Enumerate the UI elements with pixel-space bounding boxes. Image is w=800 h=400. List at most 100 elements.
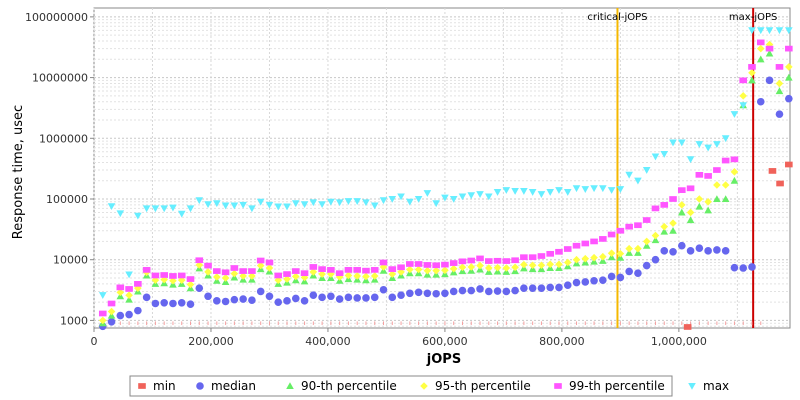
data-point-99-th-percentile	[555, 248, 563, 255]
data-point-95-th-percentile	[169, 276, 177, 285]
data-point-95-th-percentile	[423, 266, 432, 275]
data-point-max	[414, 195, 423, 203]
data-point-max	[563, 189, 572, 196]
data-point-max	[248, 205, 256, 213]
data-point-99-th-percentile	[221, 269, 230, 276]
data-point-max	[669, 139, 677, 147]
data-point-90-th-percentile	[730, 176, 739, 184]
data-point-95-th-percentile	[318, 270, 326, 278]
data-point-max	[186, 205, 195, 213]
data-point-95-th-percentile	[599, 252, 607, 261]
data-point-max	[467, 192, 476, 200]
data-point-95-th-percentile	[327, 270, 335, 278]
data-point-95-th-percentile	[677, 201, 686, 209]
data-point-95-th-percentile	[730, 168, 739, 176]
marker-label-max-jops: max-jOPS	[729, 12, 777, 23]
legend: min median 90-th percentile 95-th percentil…	[129, 375, 729, 397]
data-point-99-th-percentile	[572, 242, 581, 249]
legend-swatch-max	[688, 382, 696, 390]
data-point-95-th-percentile	[607, 249, 616, 257]
data-point-median	[327, 292, 335, 301]
legend-box	[129, 375, 673, 397]
data-point-max	[335, 199, 344, 207]
data-point-median	[300, 297, 309, 305]
data-point-99-th-percentile	[476, 255, 484, 262]
data-point-median	[195, 284, 204, 292]
data-point-99-th-percentile	[730, 156, 739, 163]
data-point-99-th-percentile	[291, 268, 300, 274]
data-point-max	[344, 198, 353, 205]
data-point-median	[142, 293, 151, 302]
data-point-max	[379, 197, 388, 205]
data-point-max	[98, 292, 107, 300]
data-point-99-th-percentile	[125, 286, 133, 292]
data-point-median	[572, 278, 581, 287]
data-point-95-th-percentile	[713, 181, 721, 189]
data-point-99-th-percentile	[642, 217, 651, 223]
legend-swatch-95-th-percentile	[420, 382, 428, 390]
data-point-90-th-percentile	[686, 216, 695, 224]
data-point-99-th-percentile	[414, 261, 423, 267]
data-point-95-th-percentile	[775, 79, 784, 88]
data-point-99-th-percentile	[441, 261, 449, 268]
data-point-95-th-percentile	[563, 258, 572, 267]
data-point-max	[686, 156, 695, 164]
data-point-median	[432, 289, 440, 298]
data-point-max	[151, 205, 160, 213]
data-point-median	[520, 284, 528, 292]
data-point-max	[660, 151, 669, 158]
data-point-99-th-percentile	[677, 187, 686, 193]
data-point-95-th-percentile	[379, 263, 388, 271]
data-point-max	[616, 186, 625, 194]
data-point-max	[353, 198, 361, 205]
data-point-min	[768, 168, 777, 174]
data-point-99-th-percentile	[406, 261, 414, 267]
data-point-95-th-percentile	[739, 92, 748, 100]
data-point-median	[476, 285, 484, 293]
data-point-95-th-percentile	[476, 261, 484, 270]
data-point-max	[107, 203, 116, 211]
data-point-99-th-percentile	[765, 45, 774, 52]
data-point-95-th-percentile	[625, 244, 633, 253]
data-point-max	[590, 185, 598, 193]
legend-label-99-th-percentile: 99-th percentile	[569, 379, 665, 393]
data-point-median	[651, 255, 660, 264]
data-point-95-th-percentile	[213, 273, 221, 281]
data-point-max	[291, 200, 300, 208]
data-point-max	[177, 210, 186, 218]
x-axis-ticks: 0 200,000 400,000 600,000 800,000 1,000,000	[91, 328, 707, 348]
data-point-99-th-percentile	[423, 262, 432, 268]
data-point-95-th-percentile	[283, 275, 291, 283]
data-point-median	[169, 299, 177, 308]
x-axis-title: jOPS	[426, 352, 461, 367]
plot-area	[93, 7, 791, 329]
x-tick-label: 400,000	[305, 335, 351, 348]
data-point-95-th-percentile	[520, 260, 528, 269]
data-point-max	[318, 201, 326, 209]
data-point-95-th-percentile	[177, 276, 186, 284]
data-point-median	[581, 278, 590, 286]
data-point-99-th-percentile	[467, 257, 476, 264]
data-point-median	[642, 261, 651, 270]
data-point-95-th-percentile	[441, 266, 449, 275]
y-tick-label: 10000000	[32, 72, 88, 85]
data-point-median	[730, 263, 739, 272]
data-point-median	[686, 247, 695, 255]
data-point-95-th-percentile	[98, 316, 107, 325]
x-tick-label: 0	[91, 335, 98, 348]
data-point-99-th-percentile	[634, 222, 642, 229]
data-point-99-th-percentile	[327, 267, 335, 273]
data-point-99-th-percentile	[160, 272, 168, 278]
data-point-90-th-percentile	[651, 236, 660, 244]
data-point-max	[265, 201, 274, 209]
legend-swatch-min	[138, 383, 146, 389]
data-point-95-th-percentile	[634, 244, 642, 253]
data-point-99-th-percentile	[142, 267, 151, 273]
data-point-99-th-percentile	[785, 45, 793, 52]
data-point-max	[423, 190, 432, 197]
data-point-90-th-percentile	[748, 76, 756, 84]
data-point-max	[239, 201, 247, 209]
data-point-95-th-percentile	[125, 291, 133, 300]
data-point-max	[370, 202, 379, 210]
data-point-99-th-percentile	[388, 266, 397, 272]
